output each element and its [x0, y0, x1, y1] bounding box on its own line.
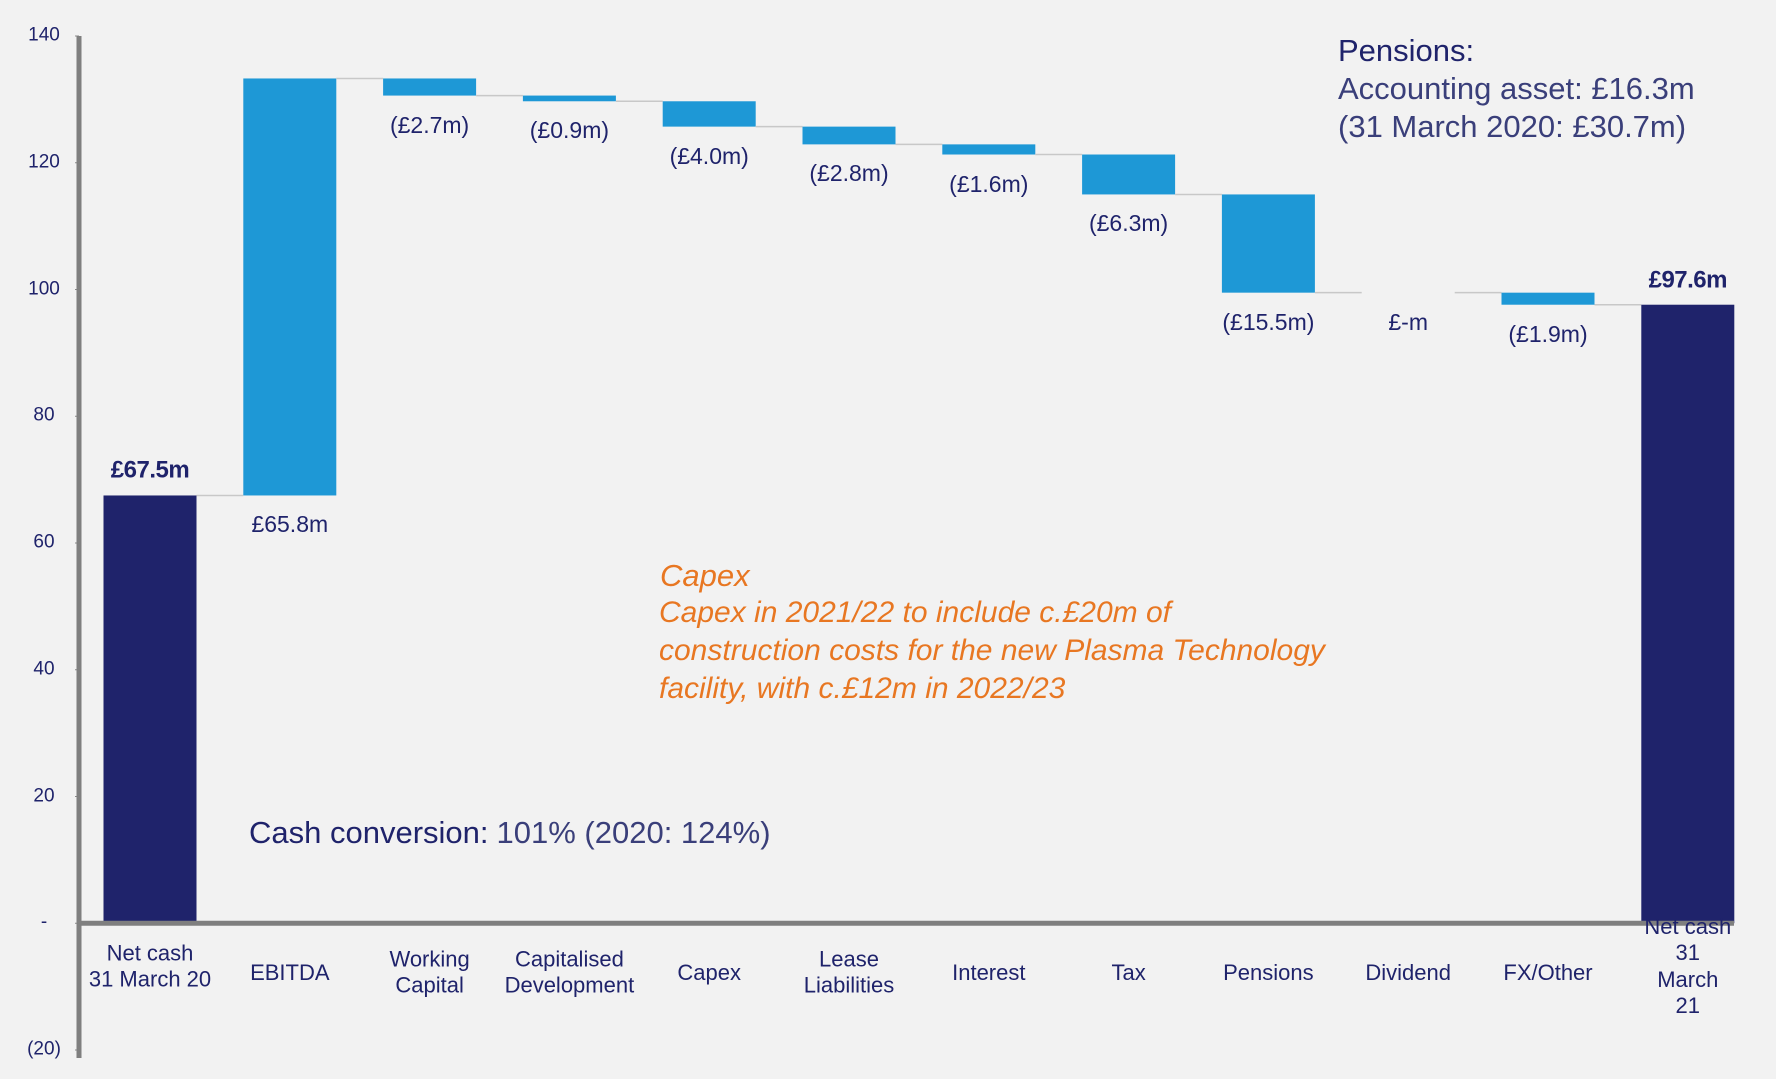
bar	[1082, 154, 1176, 195]
bar	[802, 126, 896, 145]
y-tick-label: 60	[33, 531, 55, 553]
bar	[662, 101, 756, 127]
y-tick-label: 120	[28, 151, 60, 173]
annotation-line: (31 March 2020: £30.7m)	[1338, 109, 1687, 144]
value-label: (£2.7m)	[389, 111, 470, 138]
bar	[1221, 194, 1315, 293]
y-tick-label: 80	[33, 404, 55, 426]
y-tick-label: 40	[33, 658, 55, 680]
annotation-line: construction costs for the new Plasma Te…	[659, 634, 1325, 667]
y-tick-label: 20	[33, 785, 55, 807]
x-tick-label: Interest	[952, 959, 1026, 985]
y-tick-label: -	[40, 911, 48, 933]
value-label: (£0.9m)	[529, 117, 610, 144]
y-tick-label: 140	[28, 24, 60, 46]
annotation-value: 101% (2020: 124%)	[496, 815, 771, 850]
bar	[103, 495, 197, 924]
bar	[383, 78, 477, 96]
value-label: £65.8m	[251, 511, 329, 538]
x-tick-label: Net cash 31 March 20	[88, 940, 212, 992]
annotation-title: Capex	[660, 558, 750, 593]
annotation-line: facility, with c.£12m in 2022/23	[659, 672, 1066, 705]
y-tick-label: 100	[28, 278, 60, 300]
annotation-line: Accounting asset: £16.3m	[1338, 71, 1695, 106]
x-tick-label: Capitalised Development	[504, 946, 635, 998]
x-tick-label: Working Capital	[389, 946, 470, 998]
x-tick-label: Capex	[677, 959, 741, 985]
bar	[1501, 292, 1595, 305]
value-label: (£2.8m)	[809, 160, 889, 187]
value-label: (£1.9m)	[1508, 320, 1588, 347]
value-label: (£6.3m)	[1088, 210, 1169, 237]
annotation-line: Capex in 2021/22 to include c.£20m of	[659, 596, 1172, 629]
value-label: (£1.6m)	[949, 170, 1029, 197]
cash-conversion: Cash conversion: 101% (2020: 124%)	[249, 814, 771, 851]
value-label: (£4.0m)	[669, 142, 749, 169]
value-label: £67.5m	[110, 457, 190, 485]
bar	[243, 78, 337, 496]
annotation-label: Cash conversion:	[249, 815, 489, 850]
value-label: £97.6m	[1648, 266, 1728, 294]
bar	[942, 144, 1036, 155]
bar	[1641, 304, 1735, 924]
y-tick-label: (20)	[27, 1038, 61, 1060]
value-label: £-m	[1388, 308, 1428, 335]
value-label: (£15.5m)	[1222, 308, 1315, 335]
x-tick-label: Pensions	[1223, 959, 1314, 985]
x-tick-label: Dividend	[1365, 959, 1451, 985]
x-tick-label: Lease Liabilities	[803, 946, 895, 998]
x-tick-label: Tax	[1111, 959, 1146, 985]
x-tick-label: Net cash 31 March 21	[1644, 914, 1732, 1019]
bar	[522, 95, 616, 102]
x-tick-label: FX/Other	[1503, 959, 1593, 985]
annotation-title: Pensions:	[1338, 33, 1475, 68]
x-tick-label: EBITDA	[250, 959, 330, 985]
